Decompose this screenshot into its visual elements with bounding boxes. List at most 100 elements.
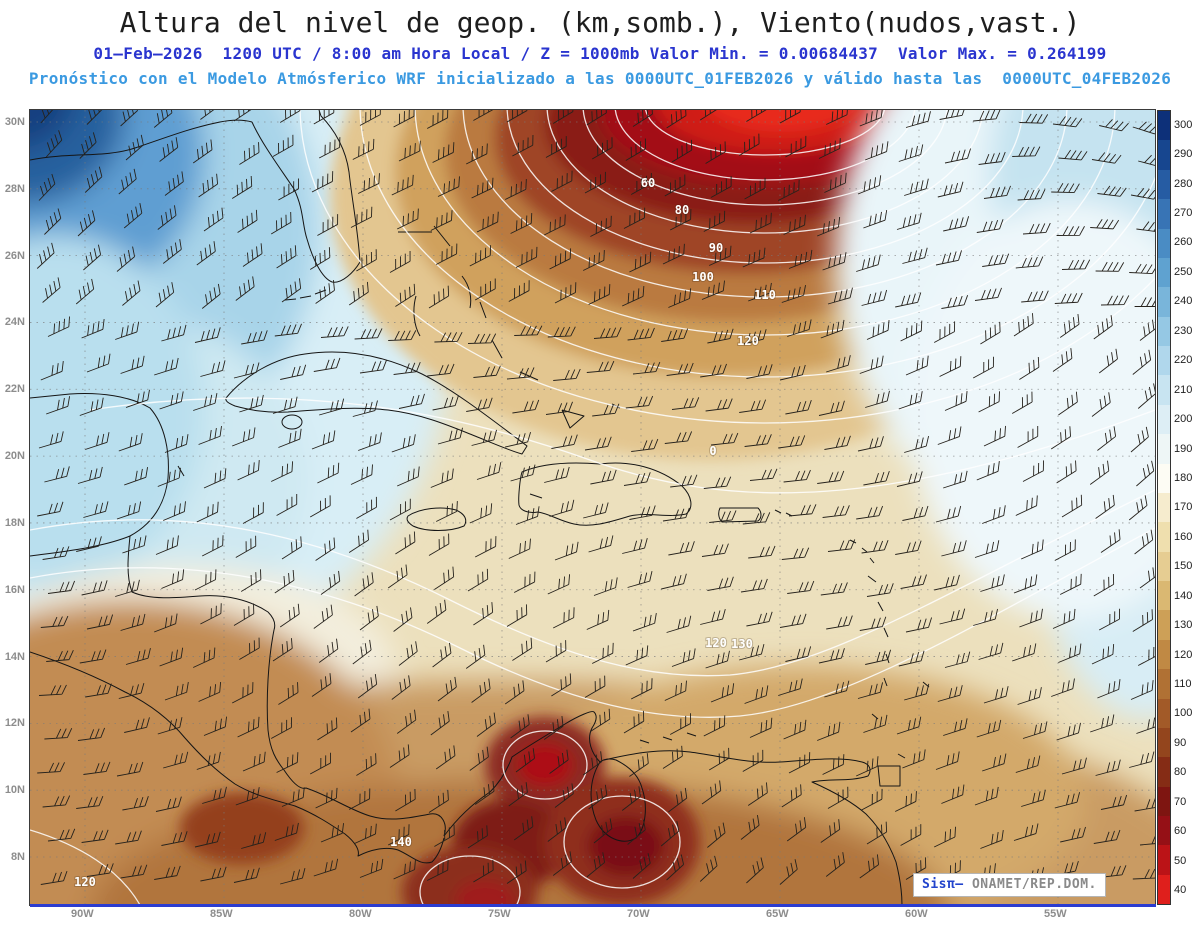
colorbar-value-label: 40 <box>1174 884 1187 897</box>
lon-tick-label: 65W <box>766 908 789 920</box>
colorbar-cell <box>1158 346 1170 376</box>
coastline-path <box>177 465 185 477</box>
lat-tick-label: 28N <box>4 183 25 195</box>
colorbar-value-label: 280 <box>1174 177 1193 190</box>
colorbar-cells <box>1157 110 1171 905</box>
contour-arc <box>30 489 1155 677</box>
colorbar-cell <box>1158 287 1170 317</box>
colorbar-value-label: 160 <box>1174 530 1193 543</box>
coastline-path <box>529 493 543 499</box>
contour-ring <box>506 110 1024 264</box>
colorbar-cell <box>1158 111 1170 141</box>
colorbar-cell <box>1158 257 1170 288</box>
colorbar-value-label: 150 <box>1174 560 1193 573</box>
contour-ring <box>299 110 1155 424</box>
coastline-path <box>406 507 467 531</box>
colorbar-value-label: 100 <box>1174 707 1193 720</box>
colorbar-cell <box>1158 375 1170 405</box>
lon-tick-label: 85W <box>210 908 233 920</box>
coastline-path <box>639 509 930 759</box>
contour-ring <box>419 855 521 905</box>
colorbar-cell <box>1158 463 1170 493</box>
colorbar-value-label: 190 <box>1174 442 1193 455</box>
contour-label: 140 <box>390 835 412 849</box>
watermark-sis-logo: Sisπ— <box>922 877 972 892</box>
lon-axis: 90W 85W 80W 75W 70W 65W 60W 55W <box>0 908 1200 924</box>
contour-label: 110 <box>754 288 776 302</box>
lon-tick-label: 80W <box>349 908 372 920</box>
colorbar-cell <box>1158 522 1170 552</box>
contour-label: 90 <box>709 241 723 255</box>
colorbar-value-label: 60 <box>1174 825 1187 838</box>
coastline-path <box>518 462 692 526</box>
lat-tick-label: 14N <box>4 651 25 663</box>
coastline-path <box>281 414 303 430</box>
bottom-blue-line <box>30 904 1156 907</box>
lat-tick-label: 26N <box>4 250 25 262</box>
contour-ring <box>546 110 984 234</box>
lat-tick-label: 20N <box>4 450 25 462</box>
colorbar-value-label: 210 <box>1174 383 1193 396</box>
coastline-path <box>718 507 762 523</box>
colorbar-value-label: 290 <box>1174 148 1193 161</box>
colorbar-value-label: 110 <box>1174 678 1192 691</box>
contour-label: 60 <box>641 176 655 190</box>
coastline-path <box>225 351 528 455</box>
colorbar-value-label: 120 <box>1174 648 1193 661</box>
colorbar-cell <box>1158 816 1170 846</box>
lat-tick-label: 30N <box>4 116 25 128</box>
contour-label: 0 <box>709 444 716 458</box>
colorbar-cell <box>1158 434 1170 464</box>
contour-ring <box>582 110 948 206</box>
contour-arc <box>30 829 141 905</box>
colorbar-cell <box>1158 140 1170 170</box>
lon-tick-label: 75W <box>488 908 511 920</box>
coastline-path <box>127 535 446 837</box>
contour-label: 100 <box>692 270 714 284</box>
contour-arc <box>30 527 1155 718</box>
contour-label: 120 <box>74 875 96 889</box>
colorbar-cell <box>1158 228 1170 258</box>
colorbar-value-label: 200 <box>1174 413 1193 426</box>
shading-layer-east-pale <box>835 110 1155 720</box>
colorbar-cell <box>1158 404 1170 435</box>
coastline-path <box>877 765 901 787</box>
lat-tick-label: 22N <box>4 383 25 395</box>
colorbar-value-label: 50 <box>1174 854 1187 867</box>
colorbar: 300 290 280 270 260 250 240 230 220 210 200 190 180 1… <box>1157 110 1192 905</box>
colorbar-value-label: 70 <box>1174 795 1187 808</box>
watermark: Sisπ— ONAMET/REP.DOM. <box>913 873 1106 897</box>
colorbar-cell <box>1158 169 1170 200</box>
colorbar-value-label: 180 <box>1174 471 1193 484</box>
contour-ring <box>359 110 1155 378</box>
contour-label: 120 <box>737 334 759 348</box>
colorbar-cell <box>1158 581 1170 611</box>
colorbar-value-label: 270 <box>1174 207 1193 220</box>
chart-title: Altura del nivel de geop. (km,somb.), Vi… <box>119 6 1081 39</box>
colorbar-value-label: 80 <box>1174 766 1187 779</box>
colorbar-value-label: 90 <box>1174 736 1187 749</box>
colorbar-value-label: 230 <box>1174 324 1193 337</box>
contour-ring <box>644 110 886 156</box>
colorbar-value-label: 220 <box>1174 354 1193 367</box>
lat-tick-label: 16N <box>4 584 25 596</box>
colorbar-cell <box>1158 845 1170 875</box>
colorbar-cell <box>1158 698 1170 728</box>
lat-tick-label: 8N <box>10 851 25 863</box>
lon-tick-label: 90W <box>71 908 94 920</box>
chart-subtitle-validtime: 01—Feb—2026 1200 UTC / 8:00 am Hora Loca… <box>93 44 1107 63</box>
map-area: 60 80 90 100 110 120 0 120 130 140 120 <box>29 109 1156 906</box>
shading-layer-broad <box>30 110 1155 905</box>
colorbar-cell <box>1158 639 1170 670</box>
lon-tick-label: 60W <box>905 908 928 920</box>
coastline-path <box>590 758 646 842</box>
colorbar-value-label: 300 <box>1174 118 1193 131</box>
colorbar-cell <box>1158 757 1170 787</box>
colorbar-labels: 300 290 280 270 260 250 240 230 220 210 200 190 180 1… <box>1174 110 1192 905</box>
map-svg: 60 80 90 100 110 120 0 120 130 140 120 <box>30 110 1155 905</box>
coastlines <box>30 110 930 905</box>
colorbar-value-label: 140 <box>1174 589 1193 602</box>
coastline-path <box>30 393 169 557</box>
coastline-path <box>443 711 601 837</box>
